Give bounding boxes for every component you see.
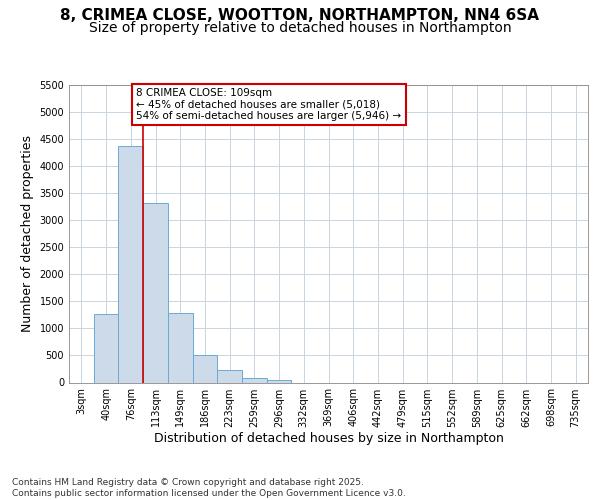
Bar bbox=[118, 146, 143, 382]
Text: 8, CRIMEA CLOSE, WOOTTON, NORTHAMPTON, NN4 6SA: 8, CRIMEA CLOSE, WOOTTON, NORTHAMPTON, N… bbox=[61, 8, 539, 22]
Bar bbox=[168, 314, 193, 382]
X-axis label: Distribution of detached houses by size in Northampton: Distribution of detached houses by size … bbox=[154, 432, 503, 446]
Bar bbox=[217, 370, 242, 382]
Bar bbox=[267, 380, 292, 382]
Bar bbox=[193, 356, 217, 382]
Text: 8 CRIMEA CLOSE: 109sqm
← 45% of detached houses are smaller (5,018)
54% of semi-: 8 CRIMEA CLOSE: 109sqm ← 45% of detached… bbox=[136, 88, 401, 121]
Bar bbox=[143, 204, 168, 382]
Text: Size of property relative to detached houses in Northampton: Size of property relative to detached ho… bbox=[89, 21, 511, 35]
Bar bbox=[242, 378, 267, 382]
Text: Contains HM Land Registry data © Crown copyright and database right 2025.
Contai: Contains HM Land Registry data © Crown c… bbox=[12, 478, 406, 498]
Bar bbox=[94, 314, 118, 382]
Y-axis label: Number of detached properties: Number of detached properties bbox=[21, 135, 34, 332]
